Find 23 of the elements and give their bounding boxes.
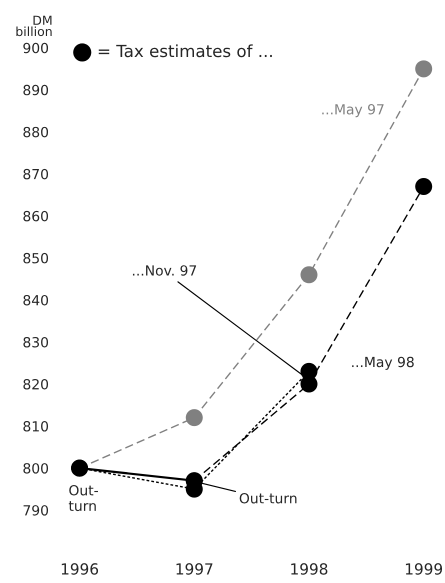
series-label: ...May 98 bbox=[352, 356, 414, 370]
x-tick-label: 1998 bbox=[291, 563, 328, 575]
y-tick-label: 840 bbox=[23, 294, 48, 306]
y-tick-label: 800 bbox=[23, 463, 48, 474]
x-tick-label: 1996 bbox=[62, 563, 98, 575]
annotation: = Tax estimates of ... bbox=[98, 44, 272, 58]
y-tick-label: 790 bbox=[24, 505, 48, 516]
y-tick-label: 860 bbox=[23, 210, 48, 222]
y-tick-label: 820 bbox=[23, 379, 48, 390]
x-tick-label: 1997 bbox=[176, 563, 212, 575]
series-label: ...May 97 bbox=[322, 104, 384, 118]
text: ...Nov. 97 bbox=[132, 265, 196, 276]
y-tick-label: 900 bbox=[23, 42, 48, 54]
y-tick-label: 830 bbox=[23, 336, 48, 348]
y-tick-label: 810 bbox=[23, 421, 48, 432]
y-tick-label: 880 bbox=[23, 126, 48, 138]
y-tick-label: 890 bbox=[23, 84, 48, 96]
annotation: Out-turn bbox=[240, 492, 296, 504]
y-tick-label: 870 bbox=[23, 168, 48, 180]
y-tick-label: 850 bbox=[23, 252, 48, 264]
y-axis-title: DM billion bbox=[16, 16, 52, 36]
annotation: Out- turn bbox=[68, 485, 98, 512]
x-tick-label: 1999 bbox=[406, 563, 442, 575]
